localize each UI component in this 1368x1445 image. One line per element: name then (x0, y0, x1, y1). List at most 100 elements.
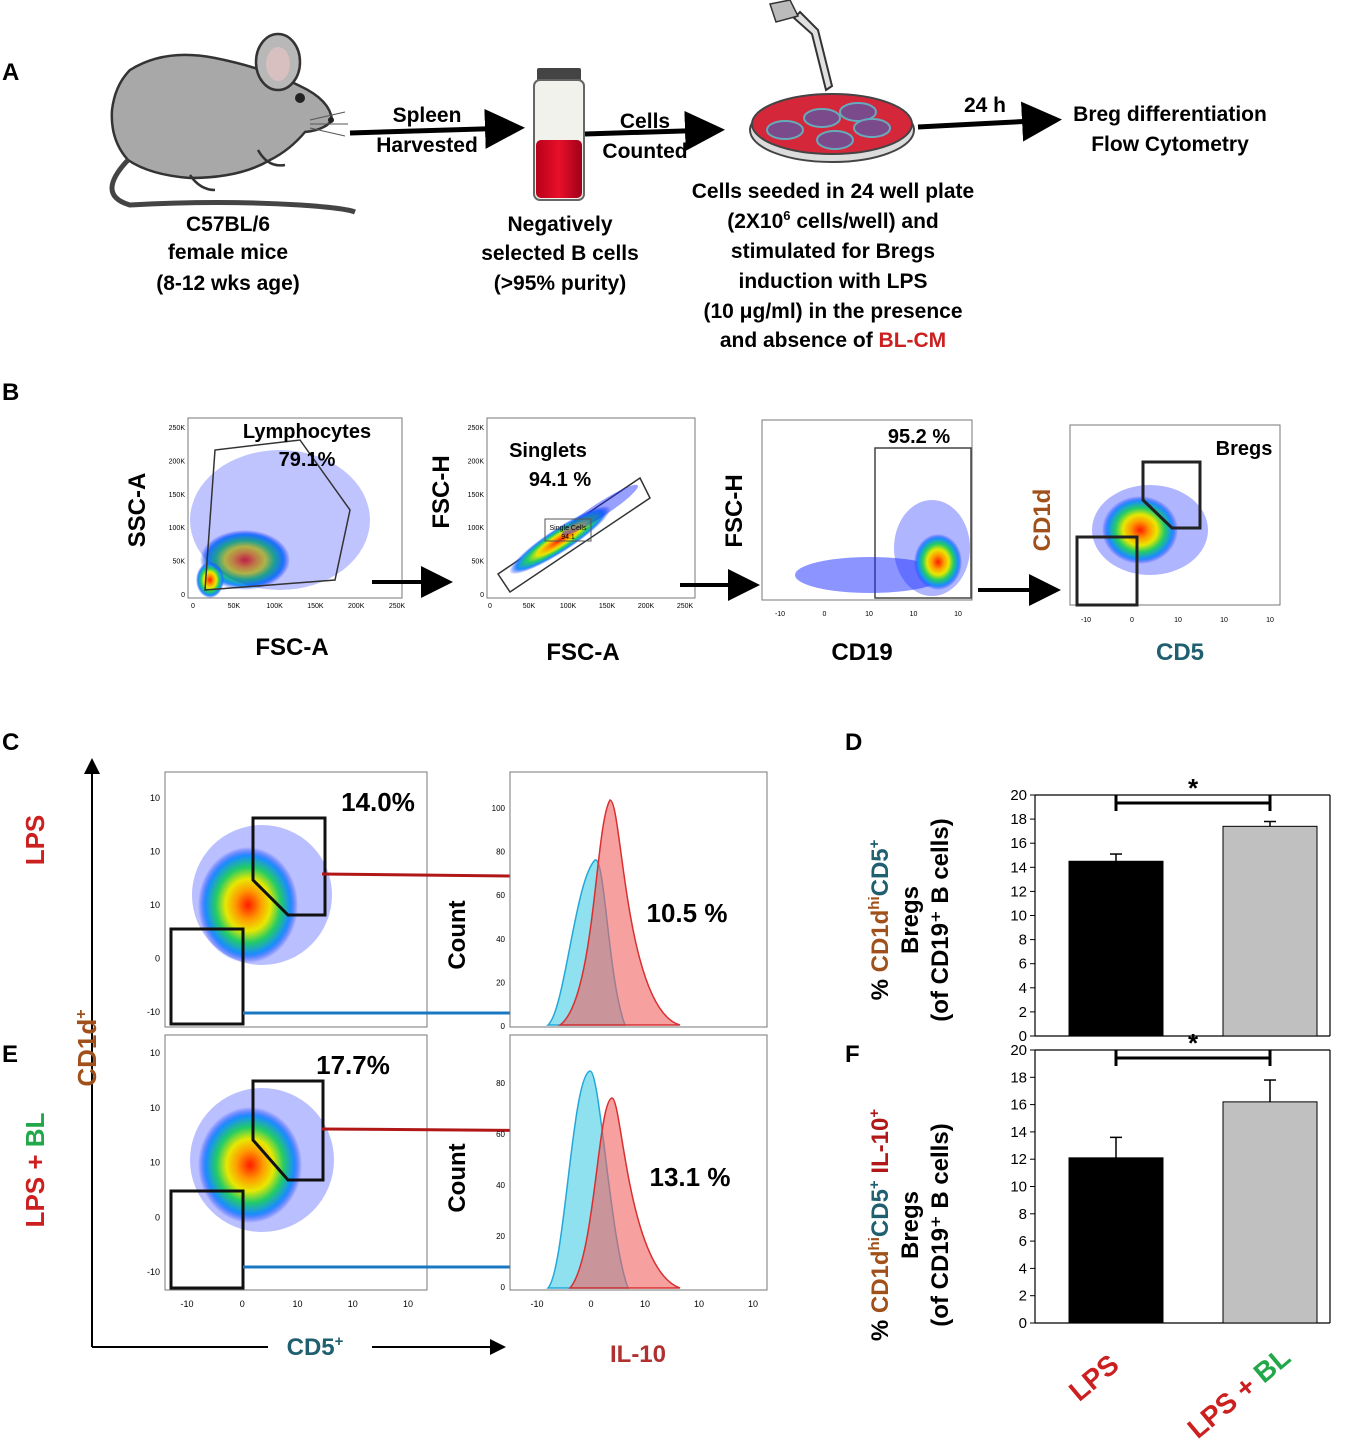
c-hist-ylabel: Count (444, 900, 471, 969)
hist-xlabel: IL-10 (610, 1341, 666, 1368)
d-ytick-4: 8 (1019, 932, 1027, 949)
b2-xtick-1: 50K (523, 603, 536, 610)
panel-letter-d: D (845, 729, 862, 756)
b1-xtick-1: 50K (228, 603, 241, 610)
dish-caption-2-sup: 6 (783, 208, 790, 223)
b1-xticks: 0 50K 100K 150K 200K 250K (191, 603, 405, 610)
b4-xlabel: CD5 (1156, 639, 1204, 666)
b1-gate-value: 79.1% (279, 449, 336, 471)
d-ylabel-plus: + (866, 839, 883, 848)
arrow-counted-label-2: Counted (602, 140, 687, 163)
b1-ytick-2: 150K (169, 492, 186, 499)
f-ylabel-pct: % (867, 1313, 894, 1341)
e-hist-pct: 13.1 % (650, 1162, 731, 1192)
b1-ytick-1: 200K (169, 458, 186, 465)
f-ytick-4: 8 (1019, 1206, 1027, 1223)
ce-y-axis-sup: + (73, 1009, 90, 1018)
d-ylabel-cd5: CD5 (867, 848, 894, 896)
ce-y-axis-label: CD1d+ (72, 1009, 102, 1086)
dish-caption-2b: cells/well) and (791, 210, 939, 233)
c-hist-yticks: 100 80 60 40 20 0 (492, 804, 506, 1031)
d-ytick-1: 2 (1019, 1004, 1027, 1021)
dish-caption-5: (10 μg/ml) in the presence (703, 300, 962, 323)
f-ytick-8: 16 (1010, 1097, 1027, 1114)
panel-letter-c: C (2, 729, 19, 756)
b2-xtick-3: 150K (599, 603, 616, 610)
f-ylabel-line3: (of CD19⁺ B cells) (927, 1123, 954, 1326)
b4-density (1102, 496, 1178, 564)
c-ytick-4: -10 (147, 1007, 160, 1017)
mouse-caption-2: female mice (168, 241, 288, 264)
c-hist-ytick-2: 60 (496, 891, 505, 900)
f-ytick-3: 6 (1019, 1233, 1027, 1250)
f-ytick-6: 12 (1010, 1151, 1027, 1168)
f-ylabel-cd1d: CD1d (867, 1250, 894, 1313)
e-hist-xtick-2: 10 (640, 1299, 650, 1309)
dish-caption-2a: (2X10 (727, 210, 783, 233)
b4-ylabel: CD1d (1029, 489, 1056, 552)
b4-xtick-3: 10 (1220, 617, 1228, 624)
arrow-counted-label-1: Cells (620, 110, 670, 133)
tube-caption-3: (>95% purity) (494, 272, 626, 295)
c-hist-ytick-0: 100 (492, 804, 506, 813)
f-ytick-9: 18 (1010, 1069, 1027, 1086)
e-ytick-3: 0 (155, 1212, 160, 1222)
e-xtick-4: 10 (403, 1299, 413, 1309)
dish-caption-4: induction with LPS (739, 270, 928, 293)
e-hist-xticks: -10 0 10 10 10 (530, 1299, 758, 1309)
b-plot3: -10 0 10 10 10 (761, 419, 973, 618)
b3-xlabel: CD19 (831, 639, 892, 666)
d-ytick-10: 20 (1010, 787, 1027, 804)
dish-caption-2: (2X106 cells/well) and (727, 208, 939, 233)
dish-caption-1: Cells seeded in 24 well plate (692, 180, 974, 203)
e-gate-neg (169, 1189, 245, 1290)
e-hist-ytick-3: 20 (496, 1232, 505, 1241)
e-ytick-0: 10 (150, 1048, 160, 1058)
f-ylabel-il10-plus: + (866, 1109, 883, 1118)
d-bar-1 (1222, 825, 1318, 1037)
b2-inner-value: 94.1 (561, 534, 575, 541)
e-hist-xtick-4: 10 (748, 1299, 758, 1309)
row-c-label: LPS (20, 815, 50, 866)
e-hist-xtick-1: 0 (588, 1299, 593, 1309)
e-hist-yticks: 80 60 40 20 0 (496, 1079, 505, 1292)
d-ylabel-cd1d: CD1d (867, 910, 894, 973)
tube-illustration (533, 68, 585, 201)
d-ytick-5: 10 (1010, 908, 1027, 925)
petri-dish-illustration (749, 0, 915, 163)
ce-x-axis-text: CD5 (287, 1334, 335, 1361)
b1-xlabel: FSC-A (255, 634, 328, 661)
e-xticks: -10 0 10 10 10 (180, 1299, 413, 1309)
arrow-24h-label: 24 h (964, 94, 1006, 117)
c-ytick-1: 10 (150, 847, 160, 857)
b1-ylabel: SSC-A (124, 473, 151, 548)
x-cat-lps-bl: LPS + BL (1182, 1341, 1297, 1444)
b2-gate-value: 94.1 % (529, 469, 591, 491)
f-ytick-7: 14 (1010, 1124, 1027, 1141)
c-hist-pct: 10.5 % (647, 898, 728, 928)
f-ylabel-plus: + (866, 1180, 883, 1189)
c-hist-ytick-1: 80 (496, 848, 505, 857)
b4-xtick-1: 0 (1130, 617, 1134, 624)
svg-text:% CD1dhiCD5+: % CD1dhiCD5+ (866, 839, 894, 1000)
b2-ytick-2: 150K (468, 492, 485, 499)
b4-xtick-4: 10 (1266, 617, 1274, 624)
f-ytick-0: 0 (1019, 1315, 1027, 1332)
mouse-caption-3: (8-12 wks age) (156, 272, 300, 295)
panel-letter-b: B (2, 379, 19, 406)
panel-letter-e: E (2, 1041, 18, 1068)
b1-ytick-0: 250K (169, 425, 186, 432)
b1-gate-name: Lymphocytes (243, 421, 371, 443)
e-hist-ytick-2: 40 (496, 1181, 505, 1190)
b1-ytick-3: 100K (169, 525, 186, 532)
c-histogram: 100 80 60 40 20 0 (492, 771, 768, 1031)
arrow-spleen (349, 108, 525, 149)
panel-letter-f: F (845, 1041, 860, 1068)
e-hist-ylabel: Count (444, 1143, 471, 1212)
b3-gate-value: 95.2 % (888, 426, 950, 448)
dish-caption-blcm: BL-CM (879, 329, 947, 352)
e-hist-ytick-4: 0 (501, 1283, 506, 1292)
